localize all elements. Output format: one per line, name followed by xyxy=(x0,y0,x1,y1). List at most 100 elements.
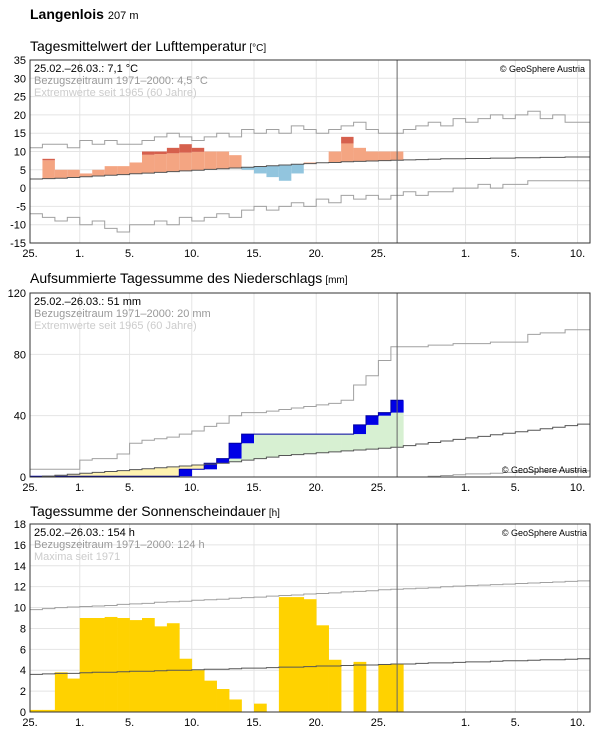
sunshine-bar xyxy=(179,658,193,712)
station-name: Langenlois xyxy=(30,6,104,22)
sunshine-chart: 0 2 4 6 8 10 12 14 16 18 25. 1. 5. 10. 15. 20. 25. 1. 5. 10… xyxy=(14,519,591,728)
x-tick-label: 25. xyxy=(22,482,37,494)
sunshine-bar xyxy=(316,625,329,712)
precipitation-surplus-area xyxy=(229,458,242,462)
precipitation-surplus-area xyxy=(254,434,267,459)
sunshine-y-tick-label: 10 xyxy=(14,603,26,615)
plot-border xyxy=(29,292,591,478)
precipitation-surplus-area xyxy=(341,434,354,451)
x-tick-label: 15. xyxy=(246,248,261,260)
temperature-max-extreme-line xyxy=(30,110,590,149)
info-line: 25.02.–26.03.: 51 mm xyxy=(34,296,141,308)
x-tick-label: 25. xyxy=(371,717,386,728)
sunshine-y-tick-label: 14 xyxy=(14,561,26,573)
temperature-y-tick-label: 20 xyxy=(14,110,26,122)
precipitation-max-extreme-line xyxy=(30,329,590,470)
temperature-bar-warm xyxy=(303,162,317,164)
station-title: Langenlois 207 m xyxy=(30,6,138,22)
precipitation-daily-block xyxy=(366,415,379,425)
temperature-bar-warm xyxy=(104,166,118,176)
x-tick-label: 5. xyxy=(125,482,134,494)
sunshine-bar xyxy=(216,689,230,712)
plot-border xyxy=(29,59,591,244)
precipitation-deficit-area xyxy=(92,472,105,477)
sunshine-bar xyxy=(129,620,143,712)
temperature-bar-hot xyxy=(42,158,55,161)
temperature-y-tick-label: 10 xyxy=(14,147,26,159)
x-tick-label: 5. xyxy=(511,482,520,494)
sunshine-panel-title: Tagessumme der Sonnenscheindauer [h] xyxy=(30,503,280,519)
precipitation-deficit-area xyxy=(67,474,81,477)
sunshine-bar xyxy=(92,618,105,712)
temperature-bar-warm xyxy=(328,151,342,163)
temperature-bar-cool xyxy=(254,166,267,174)
x-tick-label: 25. xyxy=(22,248,37,260)
sunshine-bar xyxy=(42,709,56,712)
sunshine-bar xyxy=(142,618,155,712)
precipitation-surplus-area xyxy=(303,434,317,454)
temperature-bar-warm xyxy=(353,147,366,162)
info-line: 25.02.–26.03.: 7,1 °C xyxy=(34,63,138,75)
x-tick-label: 10. xyxy=(184,482,199,494)
plot-border xyxy=(29,523,591,713)
sunshine-bar xyxy=(30,709,43,712)
sunshine-y-tick-label: 4 xyxy=(20,665,26,677)
precipitation-surplus-area xyxy=(316,434,329,453)
temperature-bar-warm xyxy=(204,151,217,170)
temperature-bar-warm xyxy=(67,169,80,178)
precipitation-daily-block xyxy=(378,412,392,416)
sunshine-bar xyxy=(229,699,242,712)
temperature-bar-hot xyxy=(142,151,155,155)
precipitation-deficit-area xyxy=(191,465,205,470)
temperature-y-tick-label: -10 xyxy=(10,220,26,232)
temperature-y-tick-label: -5 xyxy=(16,201,26,213)
sunshine-y-tick-label: 12 xyxy=(14,582,26,594)
precipitation-deficit-area xyxy=(142,468,155,477)
temperature-panel-title: Tagesmittelwert der Lufttemperatur [°C] xyxy=(30,38,266,54)
sunshine-normal-line xyxy=(30,658,590,675)
precipitation-y-tick-label: 40 xyxy=(14,411,26,423)
precipitation-daily-block xyxy=(204,463,217,470)
x-tick-label: 10. xyxy=(570,248,585,260)
temperature-bar-hot xyxy=(166,147,180,154)
info-line: Maxima seit 1971 xyxy=(34,551,120,563)
precipitation-unit: [mm] xyxy=(325,275,348,286)
sunshine-bar xyxy=(278,597,292,712)
sunshine-bar xyxy=(204,680,217,712)
temperature-bar-hot xyxy=(191,147,205,152)
x-tick-label: 1. xyxy=(75,482,84,494)
x-tick-label: 20. xyxy=(309,248,324,260)
temperature-bar-cool xyxy=(291,164,304,174)
temperature-bar-hot xyxy=(341,136,354,144)
sunshine-bar xyxy=(291,597,305,712)
x-tick-label: 5. xyxy=(511,717,520,728)
x-tick-label: 1. xyxy=(461,717,470,728)
temperature-bar-warm xyxy=(154,154,167,173)
info-line: Bezugszeitraum 1971–2000: 20 mm xyxy=(34,308,211,320)
sunshine-bar xyxy=(117,618,130,712)
x-tick-label: 25. xyxy=(371,482,386,494)
sunshine-bar xyxy=(191,670,205,712)
x-tick-label: 5. xyxy=(125,717,134,728)
sunshine-y-tick-label: 16 xyxy=(14,540,26,552)
sunshine-y-tick-label: 6 xyxy=(20,644,26,656)
precipitation-panel-title: Aufsummierte Tagessumme des Niederschlag… xyxy=(30,270,348,286)
temperature-y-tick-label: 30 xyxy=(14,73,26,85)
temperature-bar-warm xyxy=(42,160,55,179)
x-tick-label: 1. xyxy=(75,717,84,728)
sunshine-unit: [h] xyxy=(268,508,280,519)
sunshine-bar xyxy=(104,616,118,712)
temperature-bar-warm xyxy=(117,166,130,175)
precipitation-chart: 0 40 80 120 25. 1. 5. 10. 15. 20. 25. 1. 5. 10. 25.02.… xyxy=(8,288,591,494)
sunshine-bar xyxy=(67,678,81,712)
x-tick-label: 1. xyxy=(461,482,470,494)
info-line: Bezugszeitraum 1971–2000: 4,5 °C xyxy=(34,75,208,87)
temperature-unit: [°C] xyxy=(249,43,267,54)
precipitation-surplus-area xyxy=(378,415,392,449)
info-line: Extremwerte seit 1965 (60 Jahre) xyxy=(34,320,197,332)
temperature-bar-warm xyxy=(191,151,205,171)
temperature-bar-warm xyxy=(179,152,192,171)
precipitation-surplus-area xyxy=(291,434,305,455)
x-tick-label: 1. xyxy=(461,248,470,260)
temperature-bar-warm xyxy=(229,155,242,168)
